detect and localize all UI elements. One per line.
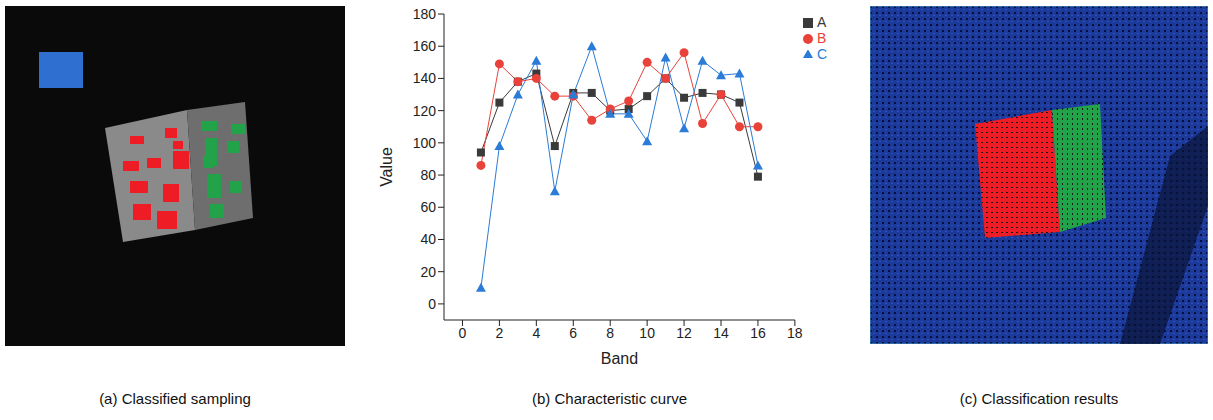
svg-text:16: 16	[750, 325, 766, 341]
svg-text:0: 0	[428, 296, 436, 312]
svg-text:Band: Band	[601, 350, 638, 367]
html-text:(a) Classified sampling: (a) Classified sampling	[99, 390, 251, 407]
svg-text:120: 120	[413, 103, 437, 119]
svg-text:6: 6	[569, 325, 577, 341]
svg-text:0: 0	[459, 325, 467, 341]
html-text:(c) Classification results: (c) Classification results	[959, 390, 1119, 407]
svg-text:20: 20	[420, 264, 436, 280]
svg-text:2: 2	[496, 325, 504, 341]
svg-text:80: 80	[420, 167, 436, 183]
html-text:C: C	[816, 46, 827, 62]
html-text:A: A	[816, 14, 827, 30]
svg-text:14: 14	[713, 325, 729, 341]
svg-text:160: 160	[413, 38, 437, 54]
svg-text:100: 100	[413, 135, 437, 151]
html-text:B: B	[816, 30, 827, 46]
svg-text:60: 60	[420, 199, 436, 215]
svg-text:12: 12	[676, 325, 692, 341]
svg-text:140: 140	[413, 70, 437, 86]
svg-text:40: 40	[420, 231, 436, 247]
svg-text:4: 4	[532, 325, 540, 341]
svg-text:180: 180	[413, 6, 437, 22]
svg-text:8: 8	[606, 325, 614, 341]
svg-text:18: 18	[787, 325, 803, 341]
html-text:(b) Characteristic curve: (b) Characteristic curve	[532, 390, 687, 407]
svg-text:10: 10	[639, 325, 655, 341]
svg-text:Value: Value	[378, 147, 395, 187]
